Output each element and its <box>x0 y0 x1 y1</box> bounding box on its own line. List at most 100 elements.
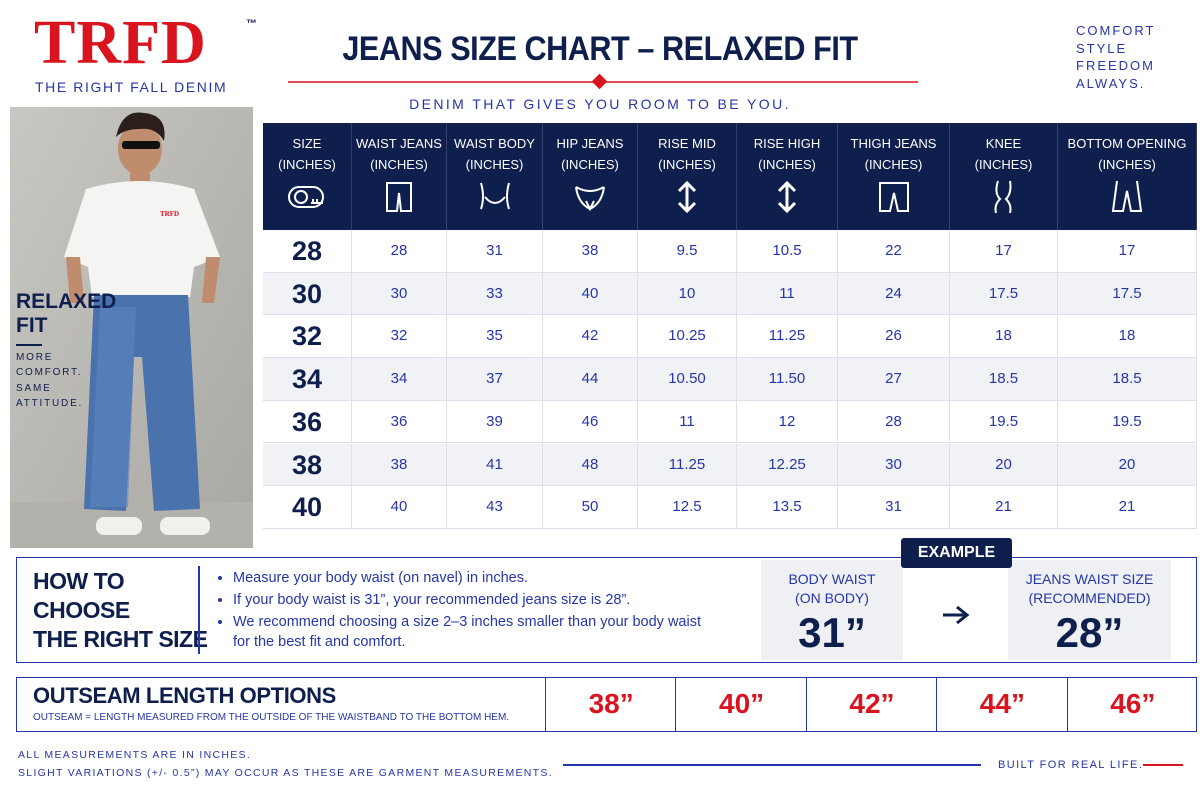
table-cell: 31 <box>838 486 950 529</box>
table-cell: 22 <box>838 230 950 273</box>
how-to-title: HOW TO CHOOSE THE RIGHT SIZE <box>33 567 208 654</box>
size-cell: 28 <box>263 230 352 273</box>
column-name: WAIST JEANS <box>356 136 442 151</box>
table-cell: 30 <box>838 443 950 487</box>
column-unit: (INCHES) <box>974 157 1033 172</box>
column-icon <box>878 182 909 212</box>
column-header: THIGH JEANS (INCHES) <box>838 123 950 230</box>
example-label: JEANS WAIST SIZE <box>1025 571 1154 587</box>
outseam-option: 40” <box>675 677 806 731</box>
table-cell: 20 <box>1058 443 1197 487</box>
table-cell: 40 <box>352 486 447 529</box>
footer-tagline: BUILT FOR REAL LIFE. <box>998 759 1144 771</box>
table-cell: 19.5 <box>1058 400 1197 444</box>
table-cell: 35 <box>447 315 543 359</box>
column-name: RISE MID <box>658 136 716 151</box>
slogan: COMFORT STYLE FREEDOM ALWAYS. <box>1076 22 1155 92</box>
row-bg <box>263 230 1197 273</box>
table-cell: 11.50 <box>737 358 838 401</box>
table-cell: 40 <box>543 272 638 316</box>
table-cell: 10.5 <box>737 230 838 273</box>
table-cell: 34 <box>352 358 447 401</box>
hero-title: FIT <box>16 314 48 337</box>
shirt-logo: TRFD <box>160 210 180 218</box>
column-header: KNEE (INCHES) <box>950 123 1058 230</box>
table-cell: 33 <box>447 272 543 316</box>
table-cell: 20 <box>950 443 1058 487</box>
table-cell: 17.5 <box>1058 272 1197 316</box>
row-bg <box>263 443 1197 487</box>
column-header: RISE HIGH (INCHES) <box>737 123 838 230</box>
table-cell: 28 <box>352 230 447 273</box>
slogan-line: ALWAYS. <box>1076 75 1146 91</box>
column-header: BOTTOM OPENING (INCHES) <box>1058 123 1197 230</box>
table-cell: 17 <box>1058 230 1197 273</box>
table-cell: 9.5 <box>638 230 737 273</box>
table-cell: 38 <box>352 443 447 487</box>
size-cell: 30 <box>263 272 352 316</box>
outseam-option: 42” <box>805 677 937 731</box>
example-label: BODY WAIST <box>788 571 876 587</box>
slogan-line: COMFORT <box>1076 23 1156 38</box>
slogan-line: STYLE <box>1076 40 1128 56</box>
column-name: SIZE <box>292 136 322 151</box>
table-cell: 43 <box>447 486 543 529</box>
footer-note: SLIGHT VARIATIONS (+/- 0.5”) MAY OCCUR A… <box>18 767 553 779</box>
subtitle: DENIM THAT GIVES YOU ROOM TO BE YOU. <box>409 96 791 112</box>
divider <box>198 566 200 654</box>
table-cell: 28 <box>838 400 950 444</box>
outseam-options: 38” 40” 42” 44” 46” <box>545 677 1197 732</box>
row-bg <box>263 272 1197 316</box>
logo: TRFD <box>34 9 207 77</box>
table-cell: 26 <box>838 315 950 359</box>
column-icon <box>1111 180 1143 212</box>
how-to-title-line: THE RIGHT SIZE <box>33 626 208 652</box>
column-icon <box>575 186 605 212</box>
column-header: WAIST JEANS (INCHES) <box>352 123 447 230</box>
table-cell: 24 <box>838 272 950 316</box>
how-to-box <box>16 557 1197 663</box>
table-cell: 30 <box>352 272 447 316</box>
table-cell: 11.25 <box>737 315 838 359</box>
hero-caption: ATTITUDE. <box>16 398 84 409</box>
table-cell: 39 <box>447 400 543 444</box>
outseam-option: 38” <box>545 677 676 731</box>
title-rule <box>288 74 918 90</box>
size-cell: 34 <box>263 358 352 401</box>
column-name: KNEE <box>985 136 1022 151</box>
table-cell: 46 <box>543 400 638 444</box>
column-header: SIZE (INCHES) <box>263 123 352 230</box>
column-unit: (INCHES) <box>658 157 716 172</box>
table-cell: 11 <box>737 272 838 316</box>
column-unit: (INCHES) <box>278 157 336 172</box>
example-label: (RECOMMENDED) <box>1028 590 1151 606</box>
column-header: HIP JEANS (INCHES) <box>543 123 638 230</box>
bullet: We recommend choosing a size 2–3 inches … <box>233 612 703 652</box>
footer-note: ALL MEASUREMENTS ARE IN INCHES. <box>18 749 252 761</box>
table-cell: 18.5 <box>1058 358 1197 401</box>
hero-title: RELAXED <box>16 290 117 313</box>
column-unit: (INCHES) <box>465 157 524 172</box>
example-to: JEANS WAIST SIZE (RECOMMENDED) 28” <box>1008 560 1171 660</box>
trademark: ™ <box>246 18 257 30</box>
outseam-option: 44” <box>936 677 1067 731</box>
hero-caption: COMFORT. <box>16 367 83 378</box>
table-cell: 10 <box>638 272 737 316</box>
table-cell: 18.5 <box>950 358 1058 401</box>
table-cell: 36 <box>352 400 447 444</box>
footer-notes: ALL MEASUREMENTS ARE IN INCHES. SLIGHT V… <box>18 746 553 782</box>
outseam-title: OUTSEAM LENGTH OPTIONS <box>33 683 336 708</box>
table-cell: 11.25 <box>638 443 737 487</box>
column-icon <box>994 180 1011 214</box>
table-cell: 21 <box>950 486 1058 529</box>
table-cell: 10.50 <box>638 358 737 401</box>
table-cell: 10.25 <box>638 315 737 359</box>
hero-text: RELAXED FIT MORE COMFORT. SAME ATTITUDE. <box>16 290 116 412</box>
table-cell: 41 <box>447 443 543 487</box>
table-cell: 50 <box>543 486 638 529</box>
size-cell: 32 <box>263 315 352 359</box>
table-cell: 13.5 <box>737 486 838 529</box>
size-cell: 38 <box>263 443 352 487</box>
table-cell: 17 <box>950 230 1058 273</box>
column-header: WAIST BODY (INCHES) <box>447 123 543 230</box>
